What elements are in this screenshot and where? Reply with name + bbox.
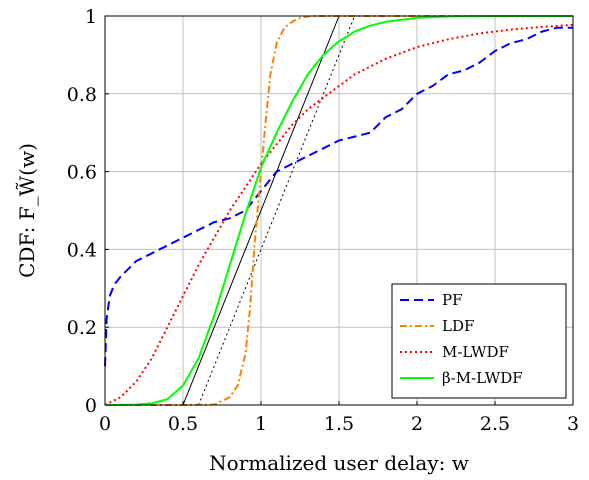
x-tick-label: 1.5 [324, 413, 354, 435]
reference-line [198, 15, 356, 406]
x-tick-label: 2.5 [480, 413, 510, 435]
legend-label: β-M-LWDF [442, 369, 523, 387]
reference-lines [182, 15, 356, 406]
x-tick-label: 1 [255, 413, 267, 435]
y-tick-label: 0 [85, 395, 97, 417]
series-line [104, 26, 573, 367]
y-tick-label: 0.2 [67, 317, 97, 339]
y-tick-label: 0.6 [67, 162, 97, 184]
x-tick-label: 2 [411, 413, 423, 435]
tick-labels: 0 0.5 1 1.5 2 2.5 3 0 0.2 0.4 0.6 0.8 1 [67, 6, 579, 435]
reference-line [182, 15, 340, 406]
x-axis-label: Normalized user delay: w [209, 451, 469, 475]
legend: PF LDF M-LWDF β-M-LWDF [391, 283, 567, 399]
legend-label: LDF [442, 317, 474, 335]
y-tick-label: 1 [85, 6, 97, 28]
y-axis-label: CDF: F_W̃(w) [15, 143, 39, 278]
legend-label: M-LWDF [442, 343, 509, 361]
y-tick-label: 0.4 [67, 239, 97, 261]
series-line [104, 23, 574, 406]
series-line [104, 15, 573, 406]
x-tick-label: 3 [567, 413, 579, 435]
legend-label: PF [442, 291, 463, 309]
y-tick-label: 0.8 [67, 84, 97, 106]
x-tick-label: 0 [99, 413, 111, 435]
x-tick-label: 0.5 [168, 413, 198, 435]
